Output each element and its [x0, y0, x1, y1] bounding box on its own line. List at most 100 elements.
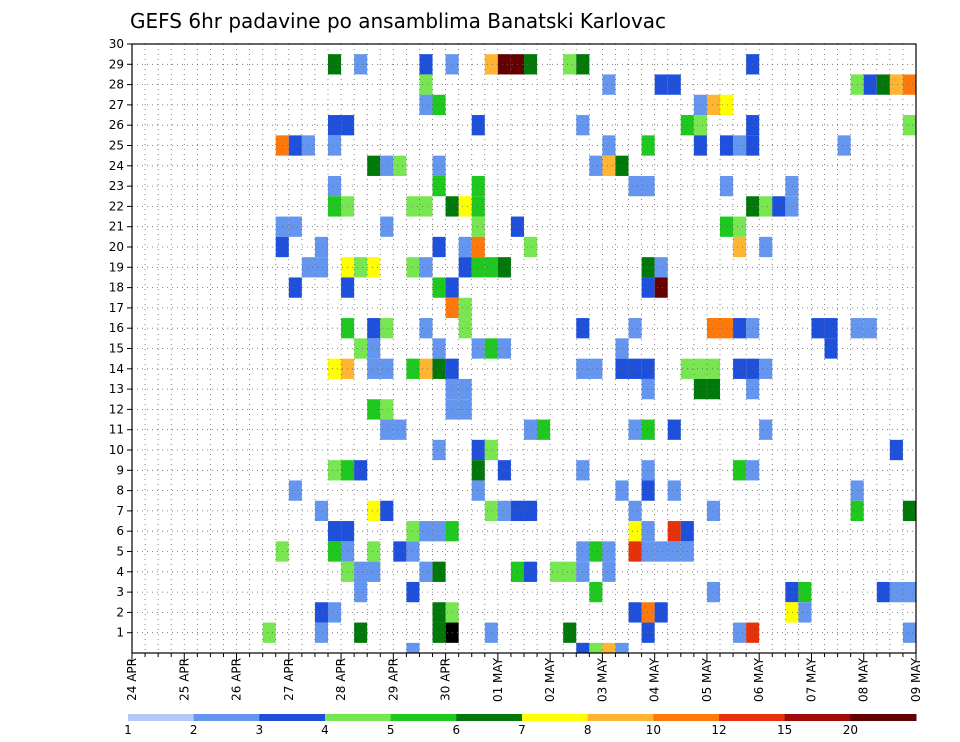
heatmap-cell [641, 521, 655, 542]
heatmap-cell [301, 135, 315, 156]
legend-label: 20 [843, 723, 858, 737]
heatmap-cell [550, 561, 564, 582]
heatmap-cell [328, 135, 342, 156]
heatmap-cell [524, 419, 538, 440]
heatmap-cell [458, 196, 472, 217]
heatmap-cell [458, 297, 472, 319]
grid-lines [132, 43, 916, 653]
heatmap-cell [667, 480, 681, 501]
legend-label: 7 [518, 723, 526, 737]
heatmap-cell [693, 115, 707, 136]
heatmap-cell [419, 521, 433, 542]
heatmap-cell [524, 236, 538, 258]
heatmap-cell [471, 439, 485, 461]
heatmap-cell [602, 541, 616, 562]
heatmap-cell [798, 602, 812, 623]
y-tick-label: 22 [109, 199, 124, 213]
heatmap-cell [628, 175, 642, 197]
legend-swatch [587, 714, 654, 721]
heatmap-cell [471, 196, 485, 217]
heatmap-cell [720, 318, 734, 339]
heatmap-cell [641, 257, 655, 278]
y-tick-label: 25 [109, 139, 124, 153]
heatmap-cell [497, 500, 511, 522]
heatmap-cell [785, 196, 799, 217]
heatmap-cell [471, 216, 485, 237]
legend-swatch [653, 714, 720, 721]
heatmap-cell [733, 358, 747, 379]
heatmap-cell [641, 602, 655, 623]
heatmap-cell [380, 399, 394, 420]
heatmap-cell [785, 175, 799, 197]
heatmap-cell [484, 622, 498, 643]
heatmap-cell [902, 74, 916, 95]
heatmap-cell [641, 541, 655, 562]
heatmap-cell [706, 581, 720, 603]
heatmap-cell [641, 419, 655, 440]
heatmap-cell [432, 561, 446, 582]
heatmap-cell [497, 257, 511, 278]
x-tick-label: 06 MAY [752, 657, 766, 702]
heatmap-cell [314, 622, 328, 643]
heatmap-cell [733, 460, 747, 481]
heatmap-cell [759, 419, 773, 440]
heatmap-cell [837, 135, 851, 156]
heatmap-cell [314, 500, 328, 522]
heatmap-cell [367, 541, 381, 562]
heatmap-cell [380, 216, 394, 237]
heatmap-cell [288, 216, 302, 237]
x-axis: 24 APR 25 APR 26 APR 27 APR 28 APR 29 APR 30 A… [125, 653, 923, 702]
legend-label: 1 [124, 723, 132, 737]
legend-swatch [784, 714, 851, 721]
heatmap-cell [902, 115, 916, 136]
heatmap-cell [471, 338, 485, 359]
x-tick-label: 08 MAY [857, 657, 871, 702]
heatmap-cell [393, 419, 407, 440]
heatmap-cell [458, 318, 472, 339]
heatmap-cell [419, 94, 433, 116]
heatmap-cell [602, 155, 616, 176]
heatmap-cell [693, 135, 707, 156]
y-tick-label: 5 [116, 545, 124, 559]
heatmap-cell [432, 602, 446, 623]
y-tick-label: 29 [109, 57, 124, 71]
heatmap-cell [432, 277, 446, 298]
heatmap-cell [733, 318, 747, 339]
heatmap-cell [733, 622, 747, 643]
legend-label: 15 [777, 723, 792, 737]
heatmap-cell [367, 155, 381, 176]
legend-label: 10 [646, 723, 661, 737]
y-tick-label: 30 [109, 37, 124, 51]
y-axis: 1234567891011121314151617181920212223242… [109, 37, 132, 640]
y-tick-label: 6 [116, 524, 124, 538]
y-tick-label: 4 [116, 565, 124, 579]
heatmap-cell [654, 541, 668, 562]
heatmap-cell [432, 439, 446, 461]
legend-label: 8 [584, 723, 592, 737]
heatmap-cell [497, 54, 511, 75]
y-tick-label: 14 [109, 362, 124, 376]
heatmap-cell [563, 54, 577, 75]
heatmap-cell [328, 521, 342, 542]
heatmap-cell [380, 318, 394, 339]
y-tick-label: 15 [109, 342, 124, 356]
heatmap-cell [432, 175, 446, 197]
heatmap-cell [524, 561, 538, 582]
x-tick-label: 09 MAY [909, 657, 923, 702]
heatmap-cell [354, 561, 368, 582]
y-tick-label: 9 [116, 463, 124, 477]
x-tick-label: 24 APR [125, 658, 139, 701]
heatmap-cell [497, 338, 511, 359]
heatmap-cell [589, 155, 603, 176]
heatmap-cell [328, 460, 342, 481]
heatmap-cell [641, 378, 655, 400]
x-tick-label: 27 APR [282, 658, 296, 701]
heatmap-cell [641, 358, 655, 379]
heatmap-cell [798, 581, 812, 603]
heatmap-cell [328, 175, 342, 197]
x-tick-label: 07 MAY [804, 657, 818, 702]
heatmap-cell [889, 581, 903, 603]
heatmap-cell [576, 642, 590, 653]
heatmap-cell [432, 358, 446, 379]
heatmap-cell [706, 378, 720, 400]
